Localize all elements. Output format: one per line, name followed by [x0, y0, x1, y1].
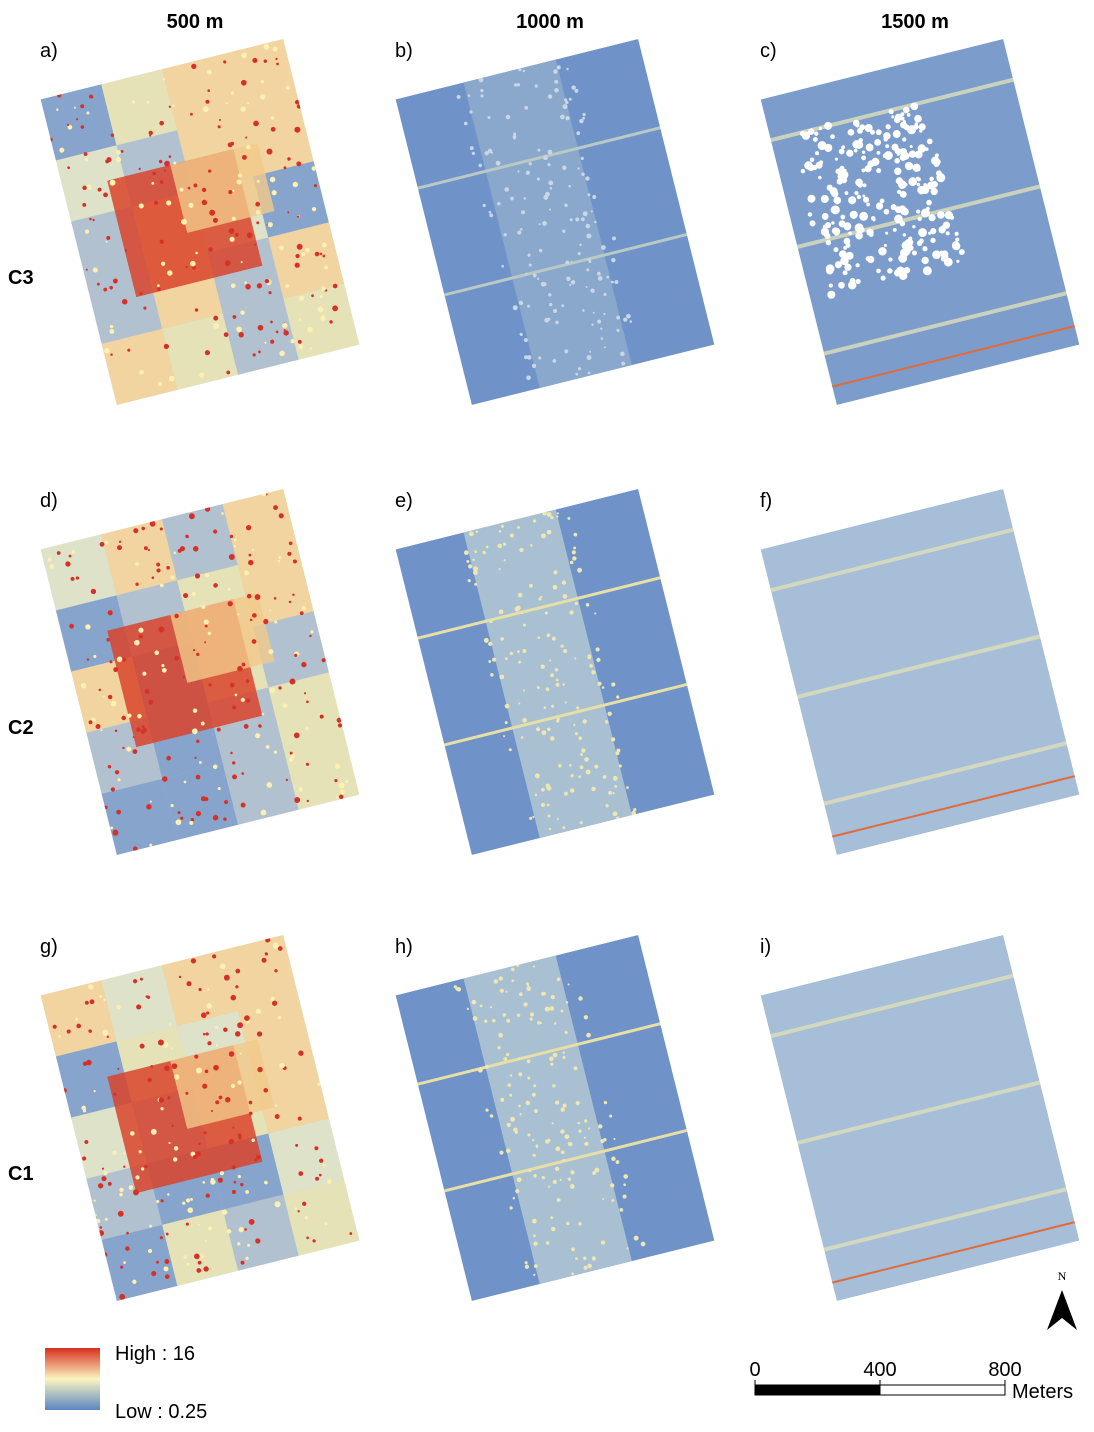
map-panel	[761, 935, 1080, 1301]
row-label: C3	[8, 267, 34, 289]
map-panel	[395, 487, 715, 856]
legend: High : 16 Low : 0.25	[45, 1343, 207, 1423]
scale-tick-label: 400	[863, 1359, 896, 1381]
column-header: 1500 m	[881, 11, 949, 33]
panels	[38, 37, 1079, 1302]
column-header: 1000 m	[516, 11, 584, 33]
scale-black	[755, 1385, 880, 1395]
legend-low: Low : 0.25	[115, 1401, 207, 1423]
map-panel	[395, 934, 714, 1301]
map-panel	[38, 933, 360, 1302]
legend-ramp	[45, 1348, 100, 1410]
legend-high: High : 16	[115, 1343, 195, 1365]
scale-white	[880, 1385, 1005, 1395]
panel-label: f)	[760, 490, 772, 512]
base	[761, 489, 1080, 855]
panel-label: g)	[40, 936, 58, 958]
map-panel	[395, 38, 714, 405]
panel-label: i)	[760, 936, 771, 958]
panel-label: a)	[40, 40, 58, 62]
column-header: 500 m	[167, 11, 224, 33]
scale-bar: Meters 0 400 800	[749, 1359, 1073, 1403]
panel-label: b)	[395, 40, 413, 62]
north-symbol	[1047, 1290, 1077, 1330]
map-panel	[39, 486, 360, 856]
base	[761, 39, 1080, 405]
map-panel	[761, 39, 1080, 405]
row-label: C2	[8, 717, 34, 739]
row-label: C1	[8, 1163, 34, 1185]
figure: High : 16 Low : 0.25 Meters 0 400 800 N 50…	[0, 0, 1094, 1427]
scale-unit: Meters	[1012, 1381, 1073, 1403]
panel-label: c)	[760, 40, 777, 62]
map-panel	[761, 489, 1080, 855]
scale-tick-label: 800	[988, 1359, 1021, 1381]
panel-label: e)	[395, 490, 413, 512]
panel-label: h)	[395, 936, 413, 958]
panel-label: d)	[40, 490, 58, 512]
north-label: N	[1058, 1269, 1067, 1283]
north-arrow: N	[1047, 1269, 1077, 1330]
scale-tick-label: 0	[749, 1359, 760, 1381]
base	[761, 935, 1080, 1301]
map-panel	[39, 37, 361, 405]
